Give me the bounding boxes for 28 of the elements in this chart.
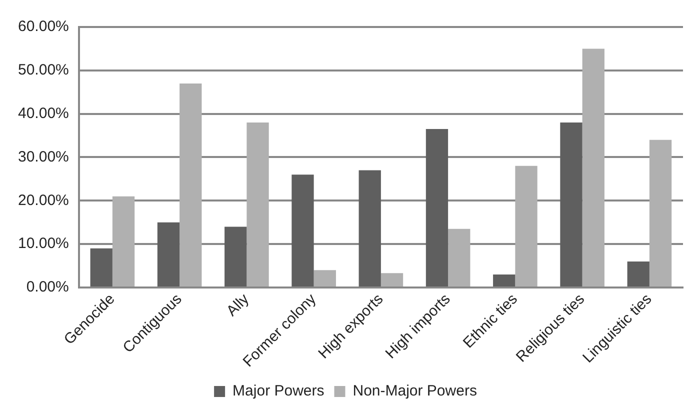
bar bbox=[380, 273, 404, 286]
y-tick-label: 40.00% bbox=[18, 104, 69, 122]
bar bbox=[448, 228, 470, 286]
bar bbox=[493, 274, 516, 286]
bar bbox=[112, 196, 135, 286]
bar bbox=[426, 129, 448, 286]
bar bbox=[515, 166, 538, 286]
bar bbox=[224, 226, 247, 286]
legend-label: Major Powers bbox=[232, 382, 324, 400]
bar bbox=[358, 170, 381, 286]
bar bbox=[157, 222, 180, 286]
y-tick-label: 20.00% bbox=[18, 192, 69, 209]
y-tick-label: 50.00% bbox=[18, 62, 69, 79]
bar bbox=[90, 248, 112, 286]
bar bbox=[292, 174, 314, 286]
bar bbox=[246, 122, 269, 286]
bar bbox=[560, 122, 582, 286]
y-tick-label: 10.00% bbox=[18, 235, 69, 252]
bar bbox=[582, 48, 604, 286]
bar bbox=[180, 83, 202, 286]
bar bbox=[627, 261, 650, 286]
y-tick-label: 60.00% bbox=[18, 18, 69, 36]
legend-label: Non-Major Powers bbox=[352, 382, 477, 400]
y-tick-label: 30.00% bbox=[18, 148, 69, 166]
x-tick-label: Ally bbox=[223, 290, 253, 320]
y-tick-label: 0.00% bbox=[26, 278, 69, 296]
bar bbox=[649, 140, 672, 286]
bar bbox=[314, 270, 336, 286]
